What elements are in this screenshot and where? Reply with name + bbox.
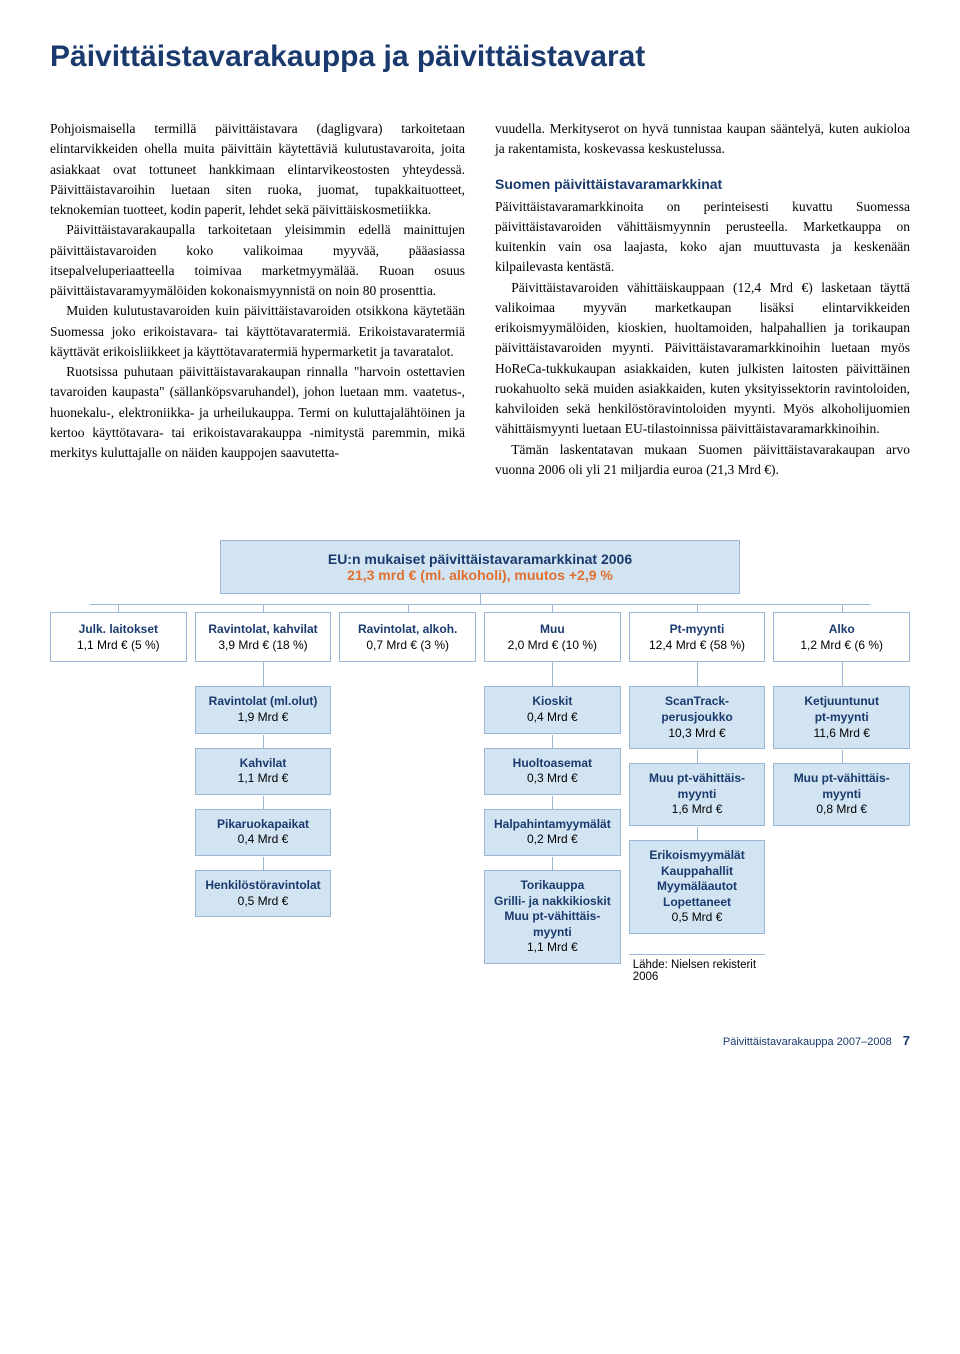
box-head: Huoltoasemat xyxy=(491,756,614,772)
box-head: Muu pt-vähittäis-myynti xyxy=(636,771,759,802)
box-head: ScanTrack-perusjoukko xyxy=(636,694,759,725)
cell-head: Alko xyxy=(780,621,903,637)
para: Päivittäistavarakaupalla tarkoitetaan yl… xyxy=(50,220,465,301)
box-value: 0,2 Mrd € xyxy=(491,832,614,848)
diagram-lower: Ravintolat (ml.olut) 1,9 Mrd € Kahvilat … xyxy=(50,686,910,983)
diagram-cell: Ravintolat, kahvilat 3,9 Mrd € (18 %) xyxy=(195,612,332,662)
box-value: 1,9 Mrd € xyxy=(202,710,325,726)
para: Päivittäistavaramarkkinoita on perinteis… xyxy=(495,197,910,278)
column-right: vuudella. Merkityserot on hyvä tunnistaa… xyxy=(495,119,910,480)
footer-text: Päivittäistavarakauppa 2007–2008 xyxy=(723,1036,892,1048)
diagram-box: Muu pt-vähittäis-myynti 1,6 Mrd € xyxy=(629,763,766,826)
diagram-title: EU:n mukaiset päivittäistavaramarkkinat … xyxy=(239,551,721,567)
box-head: Ravintolat (ml.olut) xyxy=(202,694,325,710)
diagram-header-box: EU:n mukaiset päivittäistavaramarkkinat … xyxy=(220,540,740,594)
diagram-subtitle: 21,3 mrd € (ml. alkoholi), muutos +2,9 % xyxy=(239,567,721,583)
diagram-box: Ketjuuntunutpt-myynti 11,6 Mrd € xyxy=(773,686,910,749)
diagram-group: ScanTrack-perusjoukko 10,3 Mrd € Muu pt-… xyxy=(629,686,766,983)
box-head: Ketjuuntunutpt-myynti xyxy=(780,694,903,725)
cell-head: Muu xyxy=(491,621,614,637)
cell-value: 3,9 Mrd € (18 %) xyxy=(202,637,325,653)
box-value: 10,3 Mrd € xyxy=(636,726,759,742)
box-head: TorikauppaGrilli- ja nakkikioskitMuu pt-… xyxy=(491,878,614,940)
para: Tämän laskentatavan mukaan Suomen päivit… xyxy=(495,440,910,481)
cell-value: 0,7 Mrd € (3 %) xyxy=(346,637,469,653)
diagram-box: Henkilöstöravintolat 0,5 Mrd € xyxy=(195,870,332,917)
diagram-box: Pikaruokapaikat 0,4 Mrd € xyxy=(195,809,332,856)
cell-value: 1,1 Mrd € (5 %) xyxy=(57,637,180,653)
diagram-cell: Pt-myynti 12,4 Mrd € (58 %) xyxy=(629,612,766,662)
cell-head: Ravintolat, kahvilat xyxy=(202,621,325,637)
diagram-box: Kahvilat 1,1 Mrd € xyxy=(195,748,332,795)
para: Muiden kulutustavaroiden kuin päivittäis… xyxy=(50,301,465,362)
page-title: Päivittäistavarakauppa ja päivittäistava… xyxy=(50,40,910,74)
diagram-box: Huoltoasemat 0,3 Mrd € xyxy=(484,748,621,795)
page-footer: Päivittäistavarakauppa 2007–2008 7 xyxy=(50,1033,910,1048)
box-value: 1,1 Mrd € xyxy=(202,771,325,787)
diagram-connector xyxy=(50,594,910,612)
box-value: 0,4 Mrd € xyxy=(491,710,614,726)
diagram-box: ErikoismyymälätKauppahallitMyymäläautotL… xyxy=(629,840,766,934)
para: Ruotsissa puhutaan päivittäistavarakaupa… xyxy=(50,362,465,463)
para: vuudella. Merkityserot on hyvä tunnistaa… xyxy=(495,119,910,160)
box-value: 1,1 Mrd € xyxy=(491,940,614,956)
diagram-box: Halpahintamyymälät 0,2 Mrd € xyxy=(484,809,621,856)
para: Pohjoismaisella termillä päivittäistavar… xyxy=(50,119,465,220)
diagram-cell: Julk. laitokset 1,1 Mrd € (5 %) xyxy=(50,612,187,662)
diagram-row-main: Julk. laitokset 1,1 Mrd € (5 %) Ravintol… xyxy=(50,612,910,662)
diagram-box: Kioskit 0,4 Mrd € xyxy=(484,686,621,733)
box-value: 0,4 Mrd € xyxy=(202,832,325,848)
diagram-box: ScanTrack-perusjoukko 10,3 Mrd € xyxy=(629,686,766,749)
body-columns: Pohjoismaisella termillä päivittäistavar… xyxy=(50,119,910,480)
cell-head: Ravintolat, alkoh. xyxy=(346,621,469,637)
subheading: Suomen päivittäistavaramarkkinat xyxy=(495,174,910,195)
box-value: 0,5 Mrd € xyxy=(202,894,325,910)
box-value: 0,8 Mrd € xyxy=(780,802,903,818)
box-head: Kioskit xyxy=(491,694,614,710)
diagram-group: Ketjuuntunutpt-myynti 11,6 Mrd € Muu pt-… xyxy=(773,686,910,983)
cell-value: 1,2 Mrd € (6 %) xyxy=(780,637,903,653)
diagram-box: Muu pt-vähittäis-myynti 0,8 Mrd € xyxy=(773,763,910,826)
column-left: Pohjoismaisella termillä päivittäistavar… xyxy=(50,119,465,480)
box-value: 0,3 Mrd € xyxy=(491,771,614,787)
box-head: Pikaruokapaikat xyxy=(202,817,325,833)
box-value: 11,6 Mrd € xyxy=(780,726,903,742)
box-head: Henkilöstöravintolat xyxy=(202,878,325,894)
cell-head: Pt-myynti xyxy=(636,621,759,637)
diagram-cell: Muu 2,0 Mrd € (10 %) xyxy=(484,612,621,662)
box-value: 1,6 Mrd € xyxy=(636,802,759,818)
diagram-box: Ravintolat (ml.olut) 1,9 Mrd € xyxy=(195,686,332,733)
diagram-cell: Ravintolat, alkoh. 0,7 Mrd € (3 %) xyxy=(339,612,476,662)
cell-head: Julk. laitokset xyxy=(57,621,180,637)
box-head: ErikoismyymälätKauppahallitMyymäläautotL… xyxy=(636,848,759,910)
diagram-group: Kioskit 0,4 Mrd € Huoltoasemat 0,3 Mrd €… xyxy=(484,686,621,983)
box-head: Halpahintamyymälät xyxy=(491,817,614,833)
market-diagram: EU:n mukaiset päivittäistavaramarkkinat … xyxy=(50,540,910,983)
cell-value: 2,0 Mrd € (10 %) xyxy=(491,637,614,653)
box-head: Kahvilat xyxy=(202,756,325,772)
page-number: 7 xyxy=(903,1033,910,1048)
box-value: 0,5 Mrd € xyxy=(636,910,759,926)
para: Päivittäistavaroiden vähittäiskauppaan (… xyxy=(495,278,910,440)
diagram-cell: Alko 1,2 Mrd € (6 %) xyxy=(773,612,910,662)
diagram-box: TorikauppaGrilli- ja nakkikioskitMuu pt-… xyxy=(484,870,621,964)
diagram-group: Ravintolat (ml.olut) 1,9 Mrd € Kahvilat … xyxy=(195,686,332,983)
box-head: Muu pt-vähittäis-myynti xyxy=(780,771,903,802)
cell-value: 12,4 Mrd € (58 %) xyxy=(636,637,759,653)
diagram-source: Lähde: Nielsen rekisterit 2006 xyxy=(629,954,766,983)
